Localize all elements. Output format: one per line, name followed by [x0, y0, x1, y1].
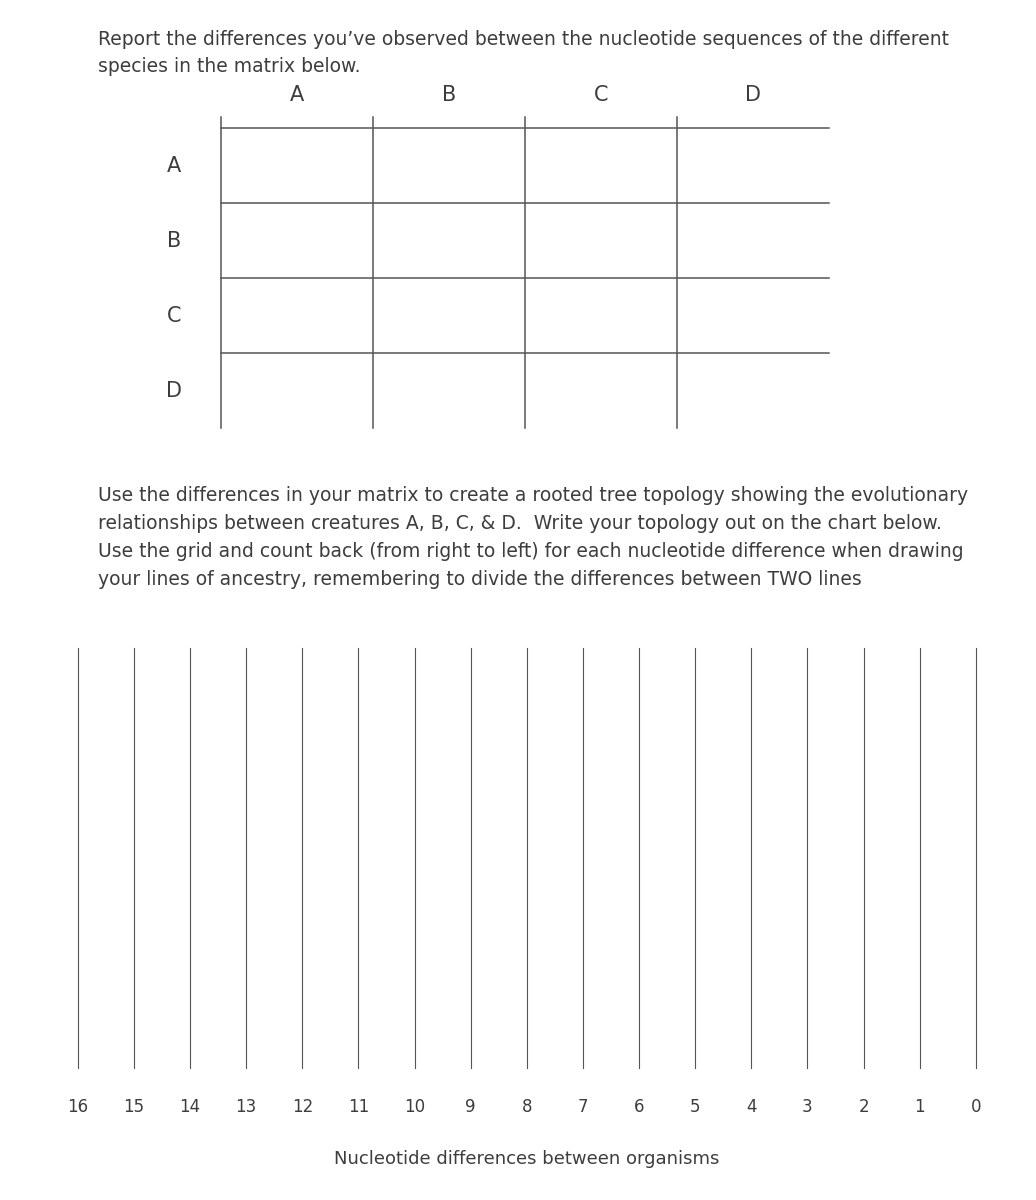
Text: 0: 0: [971, 1098, 981, 1116]
Text: 10: 10: [404, 1098, 425, 1116]
Text: 11: 11: [348, 1098, 369, 1116]
Text: 9: 9: [465, 1098, 476, 1116]
Text: 5: 5: [690, 1098, 700, 1116]
Text: 8: 8: [521, 1098, 533, 1116]
Text: 3: 3: [802, 1098, 813, 1116]
Text: Nucleotide differences between organisms: Nucleotide differences between organisms: [335, 1150, 719, 1168]
Text: 13: 13: [235, 1098, 257, 1116]
Text: 6: 6: [634, 1098, 644, 1116]
Text: 2: 2: [858, 1098, 869, 1116]
Text: B: B: [167, 230, 181, 251]
Text: 15: 15: [123, 1098, 144, 1116]
Text: B: B: [441, 85, 456, 104]
Text: Report the differences you’ve observed between the nucleotide sequences of the d: Report the differences you’ve observed b…: [98, 30, 949, 77]
Text: Use the differences in your matrix to create a rooted tree topology showing the : Use the differences in your matrix to cr…: [98, 486, 969, 589]
Text: C: C: [167, 306, 181, 326]
Text: 16: 16: [67, 1098, 88, 1116]
Text: 12: 12: [291, 1098, 313, 1116]
Text: 14: 14: [179, 1098, 201, 1116]
Text: D: D: [745, 85, 760, 104]
Text: D: D: [166, 380, 182, 401]
Text: A: A: [167, 156, 181, 176]
Text: C: C: [594, 85, 608, 104]
Text: 7: 7: [578, 1098, 588, 1116]
Text: 4: 4: [746, 1098, 756, 1116]
Text: A: A: [289, 85, 304, 104]
Text: 1: 1: [915, 1098, 925, 1116]
